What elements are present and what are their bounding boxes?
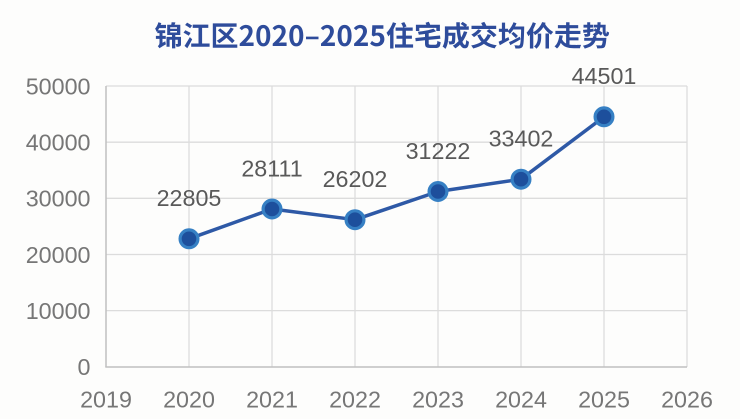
svg-text:22805: 22805 [157,185,222,211]
svg-text:26202: 26202 [323,166,388,192]
svg-text:10000: 10000 [26,298,91,324]
svg-text:2025: 2025 [578,386,630,412]
svg-text:31222: 31222 [406,138,471,164]
svg-text:2019: 2019 [80,386,132,412]
svg-text:20000: 20000 [26,242,91,268]
svg-text:33402: 33402 [489,126,554,152]
svg-text:2024: 2024 [495,386,547,412]
svg-text:30000: 30000 [26,186,91,212]
svg-text:2022: 2022 [329,386,381,412]
svg-text:50000: 50000 [26,73,91,99]
svg-text:0: 0 [78,354,91,380]
svg-text:2023: 2023 [412,386,464,412]
svg-text:2021: 2021 [246,386,298,412]
svg-text:28111: 28111 [241,155,302,181]
svg-text:2026: 2026 [661,386,713,412]
svg-text:40000: 40000 [26,130,91,156]
svg-text:44501: 44501 [572,63,637,89]
svg-text:2020: 2020 [163,386,215,412]
